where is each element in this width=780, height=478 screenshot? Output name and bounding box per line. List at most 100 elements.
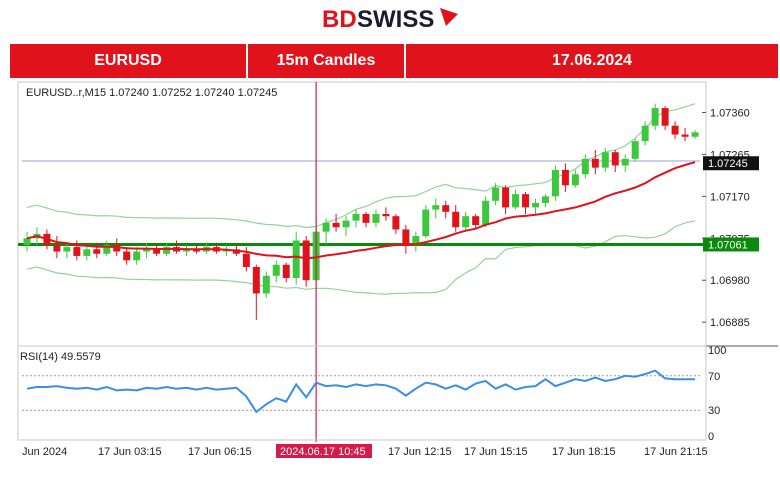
logo-text-swiss: SWISS	[357, 6, 434, 33]
candle	[133, 247, 141, 265]
candle-body	[402, 229, 410, 245]
candle-body	[302, 240, 310, 281]
candle-body	[63, 247, 71, 252]
axes: 1.073601.072651.071701.070751.069801.068…	[22, 107, 759, 458]
candle-body	[163, 247, 171, 254]
candle	[362, 211, 370, 228]
candle-body	[143, 249, 151, 252]
candle-body	[422, 209, 430, 237]
chart-header-bar: EURUSD 15m Candles 17.06.2024	[10, 44, 778, 78]
candle	[322, 218, 330, 245]
candle-body	[671, 125, 679, 135]
candle	[482, 196, 490, 228]
x-tick-label: 17 Jun 06:15	[188, 446, 252, 458]
candle-body	[621, 158, 629, 166]
candle	[462, 211, 470, 232]
rsi-tick-label: 70	[708, 371, 720, 383]
x-tick-label: 17 Jun 03:15	[98, 446, 162, 458]
rsi-line	[26, 369, 695, 414]
candle	[262, 271, 270, 298]
candle	[531, 198, 539, 214]
candle-body	[153, 249, 161, 254]
rsi-pane: RSI(14) 49.5579	[17, 345, 707, 441]
candle-body	[332, 222, 340, 228]
candle-body	[183, 249, 191, 252]
candle	[342, 216, 350, 237]
candle	[272, 260, 280, 283]
logo-arrow-icon	[440, 8, 458, 26]
candle	[412, 231, 420, 252]
candle	[372, 209, 380, 228]
chart-info-line: EURUSD..r,M15 1.07240 1.07252 1.07240 1.…	[26, 87, 277, 99]
candle-body	[262, 275, 270, 294]
candle	[571, 169, 579, 188]
candle-body	[372, 214, 380, 223]
candle-body	[581, 158, 589, 175]
candle-body	[103, 244, 111, 254]
logo-text-bd: BD	[322, 6, 357, 33]
candle-body	[472, 216, 480, 226]
price-pane-frame	[17, 81, 707, 347]
x-tick-label: 17 Jun 15:15	[464, 446, 528, 458]
candle-body	[561, 169, 569, 186]
candle	[551, 165, 559, 201]
candle-body	[601, 152, 609, 168]
candle-body	[432, 205, 440, 210]
candle	[522, 191, 530, 214]
candle	[123, 247, 131, 265]
candle	[402, 225, 410, 254]
candle-body	[541, 196, 549, 203]
candle	[282, 262, 290, 283]
crosshair-time-tag	[276, 444, 372, 458]
last-price-tag	[703, 156, 759, 171]
candle-body	[571, 174, 579, 186]
candle	[432, 198, 440, 219]
candle	[382, 207, 390, 221]
candle	[651, 103, 659, 131]
candle	[183, 244, 191, 256]
support-price-label: 1.07061	[708, 239, 748, 251]
candle-body	[442, 205, 450, 212]
candle-body	[93, 249, 101, 254]
candle-body	[352, 214, 360, 221]
candle-body	[482, 200, 490, 226]
candle	[153, 244, 161, 256]
candle-body	[382, 214, 390, 217]
candle-body	[113, 244, 121, 252]
candle-body	[192, 249, 200, 252]
candle-body	[252, 266, 260, 294]
rsi-tick-label: 100	[708, 345, 726, 357]
candle-body	[492, 187, 500, 201]
candle	[292, 231, 300, 285]
x-tick-label: 17 Jun 18:15	[552, 446, 616, 458]
candle	[691, 130, 699, 139]
candle-body	[522, 194, 530, 208]
candle-body	[342, 220, 350, 228]
rsi-label: RSI(14) 49.5579	[20, 351, 101, 363]
price-chart: EURUSD..r,M15 1.07240 1.07252 1.07240 1.…	[17, 81, 778, 458]
candle-body	[272, 264, 280, 276]
candle	[442, 200, 450, 219]
x-tick-label: 17 Jun 21:15	[644, 446, 708, 458]
candle	[621, 154, 629, 173]
candle-body	[551, 169, 559, 197]
moving-average-line	[26, 161, 696, 260]
last-price-label: 1.07245	[708, 158, 748, 170]
candle-body	[631, 141, 639, 159]
price-pane: EURUSD..r,M15 1.07240 1.07252 1.07240 1.…	[17, 81, 778, 442]
candle-body	[123, 251, 131, 261]
candle-body	[681, 134, 689, 137]
candle	[591, 150, 599, 175]
candle-body	[452, 211, 460, 228]
y-tick-label: 1.06885	[710, 317, 750, 329]
candle-body	[23, 238, 31, 245]
candle	[452, 205, 460, 232]
candle	[681, 127, 689, 142]
candle-body	[242, 253, 250, 267]
candle	[631, 138, 639, 162]
candle	[302, 236, 310, 287]
candle-body	[53, 244, 61, 252]
candle	[53, 236, 61, 259]
candle	[103, 240, 111, 256]
rsi-tick-label: 30	[708, 405, 720, 417]
